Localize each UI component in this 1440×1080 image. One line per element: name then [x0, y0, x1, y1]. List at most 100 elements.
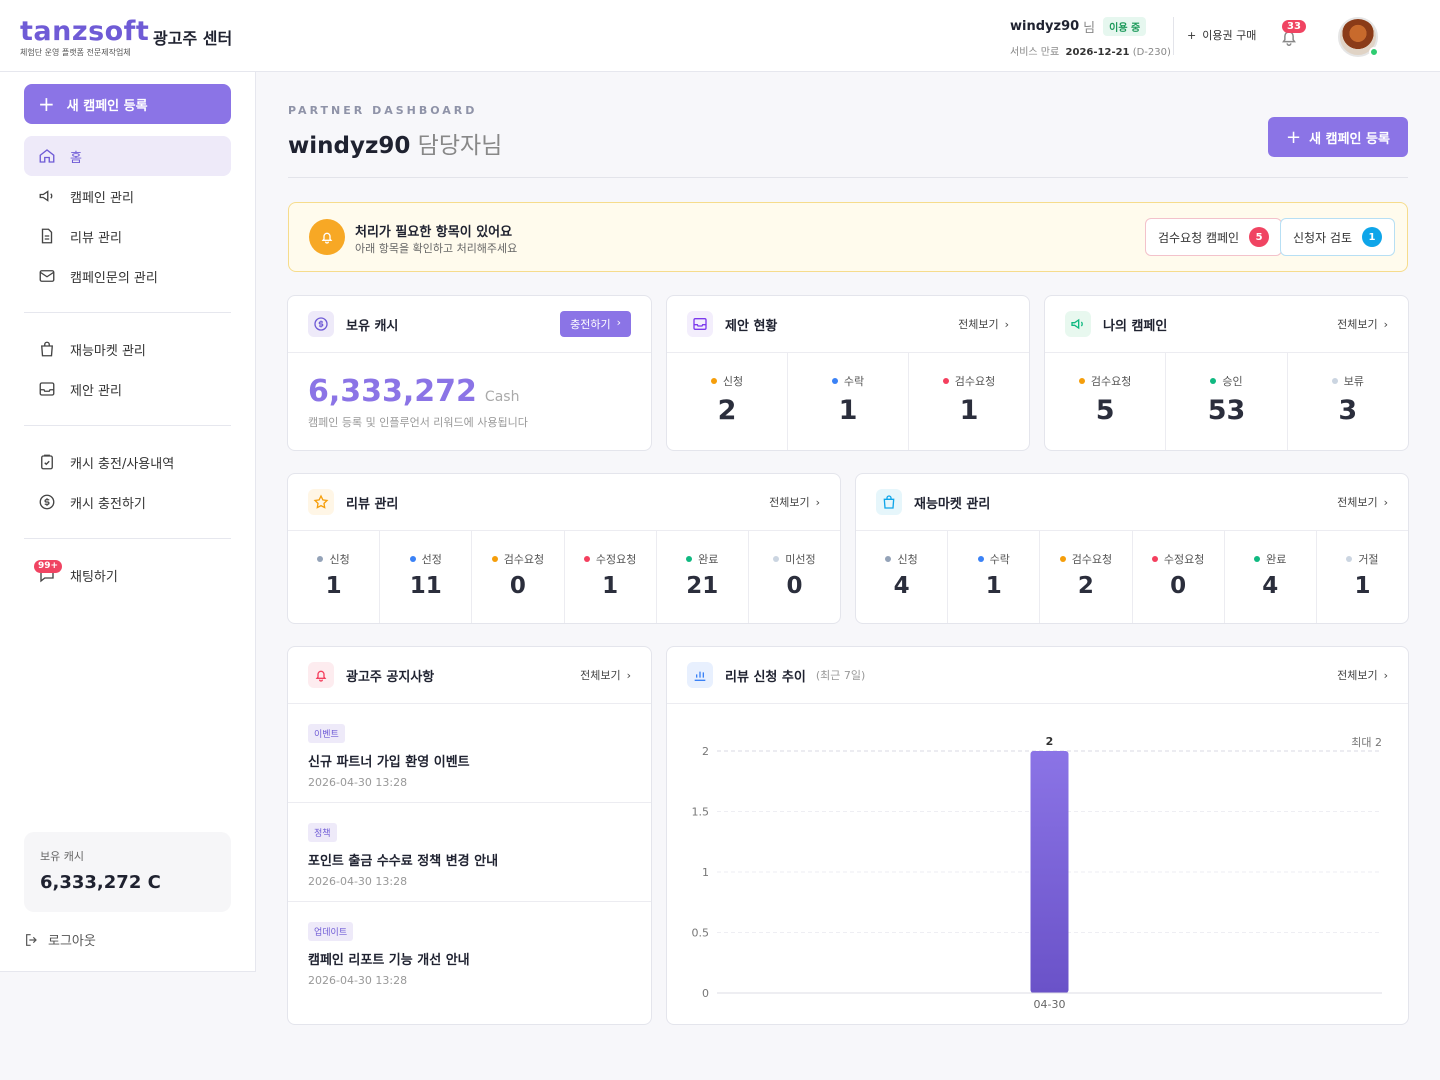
notice-date: 2026-04-30 13:28: [308, 875, 408, 888]
cash-unit: Cash: [484, 389, 520, 405]
stat-label: 수정요청: [595, 553, 637, 566]
list-item[interactable]: 이벤트 신규 파트너 가입 환영 이벤트 2026-04-30 13:28: [288, 704, 651, 803]
card-title: 보유 캐시: [346, 318, 399, 334]
charge-button[interactable]: 충전하기 ›: [560, 311, 631, 337]
dollar-circle-icon: [38, 493, 56, 511]
stat-cell[interactable]: 검수요청 5: [1045, 353, 1167, 450]
y-tick-label: 0: [702, 987, 709, 1000]
sidebar-item-home[interactable]: 홈: [24, 136, 231, 176]
sidebar-item-cash-history[interactable]: 캐시 충전/사용내역: [24, 442, 231, 482]
view-all-label: 전체보기: [769, 496, 810, 509]
status-dot: [773, 556, 780, 562]
sidebar-item-proposals[interactable]: 제안 관리: [24, 369, 231, 409]
y-tick-label: 2: [702, 745, 709, 758]
service-label: 서비스 만료: [1010, 47, 1060, 58]
stat-label: 수정요청: [1163, 553, 1205, 566]
view-all-link[interactable]: 전체보기 ›: [1337, 494, 1388, 510]
stat-cell[interactable]: 검수요청 2: [1040, 531, 1133, 623]
count-badge: 1: [1362, 227, 1383, 247]
notice-date: 2026-04-30 13:28: [308, 974, 408, 987]
review-request-campaigns-button[interactable]: 검수요청 캠페인 5: [1145, 218, 1283, 256]
logo-tagline: 체험단 운영 플랫폼 전문제작업체: [20, 48, 131, 57]
sidebar-item-talent-market[interactable]: 재능마켓 관리: [24, 329, 231, 369]
status-dot: [977, 556, 984, 562]
card-title: 재능마켓 관리: [914, 496, 991, 512]
status-dot: [409, 556, 416, 562]
view-all-link[interactable]: 전체보기 ›: [1337, 667, 1388, 683]
alert-subtitle: 아래 항목을 확인하고 처리해주세요: [355, 242, 518, 255]
stat-value: 5: [1095, 395, 1115, 426]
count-badge: 5: [1249, 227, 1270, 247]
sidebar-item-label: 캠페인 관리: [70, 190, 134, 206]
stat-value: 21: [686, 573, 719, 599]
button-label: 검수요청 캠페인: [1158, 230, 1240, 245]
view-all-link[interactable]: 전체보기 ›: [580, 667, 631, 683]
notice-title: 포인트 출금 수수료 정책 변경 안내: [308, 854, 499, 869]
stat-value: 11: [409, 573, 442, 599]
sidebar-item-reviews[interactable]: 리뷰 관리: [24, 216, 231, 256]
sidebar-item-label: 홈: [70, 150, 82, 166]
stat-cell[interactable]: 신청 4: [856, 531, 949, 623]
logo[interactable]: tanzsoft 체험단 운영 플랫폼 전문제작업체: [20, 18, 149, 58]
sidebar-item-label: 캐시 충전/사용내역: [70, 456, 175, 472]
buy-pass-link[interactable]: + 이용권 구매: [1187, 27, 1256, 43]
stat-label: 신청: [897, 553, 918, 566]
stat-cell[interactable]: 완료 21: [657, 531, 749, 623]
chevron-right-icon: ›: [1004, 317, 1009, 331]
list-item[interactable]: 업데이트 캠페인 리포트 기능 개선 안내 2026-04-30 13:28: [288, 902, 651, 1001]
chevron-right-icon: ›: [1383, 317, 1388, 331]
logout-button[interactable]: 로그아웃: [24, 930, 96, 949]
chevron-right-icon: ›: [1383, 668, 1388, 682]
stat-cell[interactable]: 검수요청 1: [909, 353, 1029, 450]
stat-cell[interactable]: 미선정 0: [749, 531, 840, 623]
stat-label: 검수요청: [1090, 375, 1132, 388]
divider: [288, 177, 1408, 178]
header-new-campaign-button[interactable]: + 새 캠페인 등록: [1268, 117, 1408, 157]
sidebar-item-inquiries[interactable]: 캠페인문의 관리: [24, 256, 231, 296]
sidebar-item-label: 제안 관리: [70, 383, 122, 399]
stat-cell[interactable]: 신청 1: [288, 531, 381, 623]
stat-cell[interactable]: 검수요청 0: [472, 531, 565, 623]
sidebar-nav: 홈 캠페인 관리 리뷰 관리 캠페인문의 관리 재능마켓 관리 제안 관리 캐시…: [24, 136, 231, 595]
sidebar-item-label: 캠페인문의 관리: [70, 270, 158, 286]
sidebar-item-label: 채팅하기: [70, 569, 118, 585]
stat-cell[interactable]: 선정 11: [380, 531, 473, 623]
view-all-link[interactable]: 전체보기 ›: [769, 494, 820, 510]
stat-cell[interactable]: 보류 3: [1288, 353, 1408, 450]
stat-cell[interactable]: 수락 1: [788, 353, 909, 450]
sidebar-item-campaigns[interactable]: 캠페인 관리: [24, 176, 231, 216]
stat-cell[interactable]: 수정요청 0: [1133, 531, 1225, 623]
divider: [24, 425, 231, 426]
view-all-label: 전체보기: [958, 318, 999, 331]
sidebar-item-cash-charge[interactable]: 캐시 충전하기: [24, 482, 231, 522]
card-title: 제안 현황: [725, 318, 778, 334]
status-dot: [686, 556, 693, 562]
cash-description: 캠페인 등록 및 인플루언서 리워드에 사용됩니다: [308, 416, 528, 429]
status-dot: [710, 378, 717, 384]
stat-cell[interactable]: 수정요청 1: [565, 531, 657, 623]
status-dot: [1254, 556, 1261, 562]
view-all-link[interactable]: 전체보기 ›: [958, 316, 1009, 332]
chevron-right-icon: ›: [1383, 495, 1388, 509]
new-campaign-label: 새 캠페인 등록: [1309, 131, 1390, 147]
avatar[interactable]: [1338, 17, 1378, 57]
y-tick-label: 1: [702, 866, 709, 879]
sidebar-item-chat[interactable]: 99+ 채팅하기: [24, 555, 231, 595]
stat-cell[interactable]: 수락 1: [948, 531, 1041, 623]
stat-cell[interactable]: 신청 2: [667, 353, 788, 450]
sidebar-new-campaign-button[interactable]: + 새 캠페인 등록: [24, 84, 231, 124]
stat-value: 4: [893, 573, 910, 599]
stat-value: 2: [717, 395, 737, 426]
notice-tag: 업데이트: [308, 922, 354, 941]
notification-count-badge: 33: [1282, 20, 1306, 33]
data-label: 2: [1046, 735, 1054, 748]
stat-label: 신청: [329, 553, 350, 566]
list-item[interactable]: 정책 포인트 출금 수수료 정책 변경 안내 2026-04-30 13:28: [288, 803, 651, 902]
stat-cell[interactable]: 완료 4: [1225, 531, 1317, 623]
clipboard-check-icon: [38, 453, 56, 471]
stat-cell[interactable]: 승인 53: [1166, 353, 1288, 450]
applicant-review-button[interactable]: 신청자 검토 1: [1280, 218, 1396, 256]
stat-cell[interactable]: 거절 1: [1317, 531, 1408, 623]
inbox-icon: [687, 311, 713, 337]
view-all-link[interactable]: 전체보기 ›: [1337, 316, 1388, 332]
